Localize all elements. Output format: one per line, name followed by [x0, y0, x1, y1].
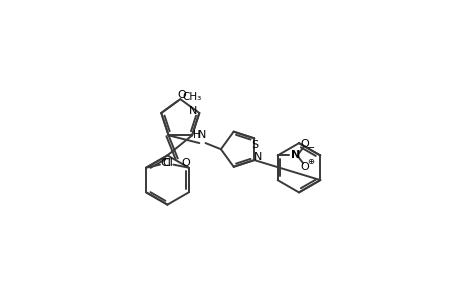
Text: O: O — [300, 139, 308, 149]
Text: N: N — [189, 106, 197, 116]
Text: N: N — [290, 151, 299, 160]
Text: H: H — [192, 130, 200, 140]
Text: O: O — [177, 89, 186, 100]
Text: N: N — [198, 130, 206, 140]
Text: Cl: Cl — [162, 158, 173, 168]
Text: ⊕: ⊕ — [307, 157, 313, 166]
Text: −: − — [306, 143, 314, 153]
Text: CH₃: CH₃ — [182, 92, 201, 102]
Text: O: O — [300, 162, 308, 172]
Text: N: N — [253, 152, 262, 162]
Text: O: O — [181, 158, 190, 168]
Text: Cl: Cl — [160, 158, 171, 168]
Text: S: S — [250, 140, 257, 149]
